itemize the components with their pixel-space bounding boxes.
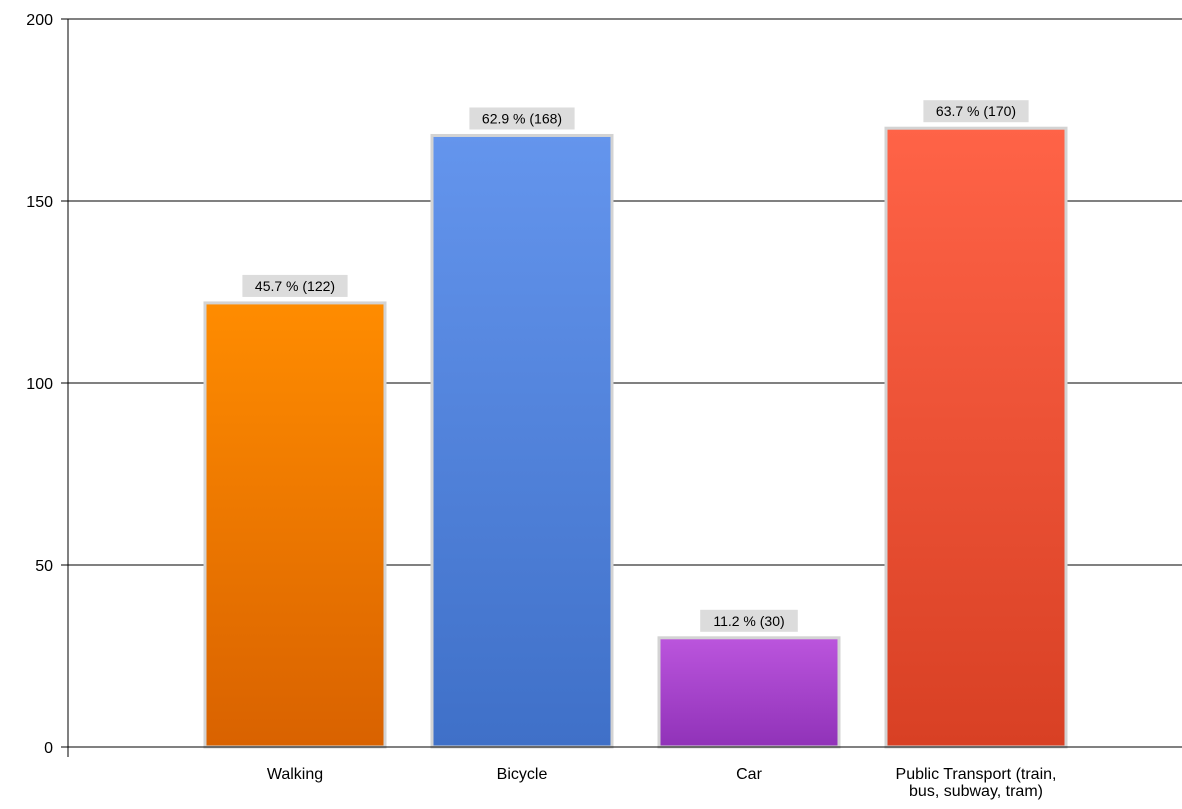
data-label: 62.9 % (168) bbox=[482, 110, 562, 126]
x-axis-ticks: Walking Bicycle Car Public Transport (train… bbox=[267, 766, 1057, 800]
data-label: 45.7 % (122) bbox=[255, 278, 335, 294]
x-tick-label: bus, subway, tram) bbox=[909, 783, 1043, 800]
y-tick-label: 100 bbox=[26, 376, 53, 393]
y-tick-label: 50 bbox=[35, 558, 53, 575]
data-label-box bbox=[700, 609, 798, 632]
bar bbox=[430, 133, 614, 749]
data-label-box bbox=[923, 100, 1029, 123]
data-label-box bbox=[469, 107, 575, 130]
y-tick-label: 200 bbox=[26, 12, 53, 29]
x-tick-label: Bicycle bbox=[497, 766, 548, 783]
x-tick-label: Public Transport (train, bbox=[896, 766, 1057, 783]
x-tick-label: Walking bbox=[267, 766, 323, 783]
y-tick-label: 150 bbox=[26, 194, 53, 211]
data-label: 63.7 % (170) bbox=[936, 103, 1016, 119]
bar bbox=[884, 126, 1068, 749]
axes bbox=[61, 19, 1182, 757]
bar bbox=[203, 301, 387, 749]
x-tick-label: Car bbox=[736, 766, 762, 783]
data-label: 11.2 % (30) bbox=[713, 613, 784, 629]
y-axis-ticks: 0 50 100 150 200 bbox=[26, 12, 68, 757]
y-tick-label: 0 bbox=[44, 740, 53, 757]
bars bbox=[203, 126, 1068, 749]
data-labels: 45.7 % (122) 62.9 % (168) 11.2 % (30) 63.7 … bbox=[242, 100, 1029, 632]
bar bbox=[657, 636, 841, 749]
data-label-box bbox=[242, 274, 348, 297]
